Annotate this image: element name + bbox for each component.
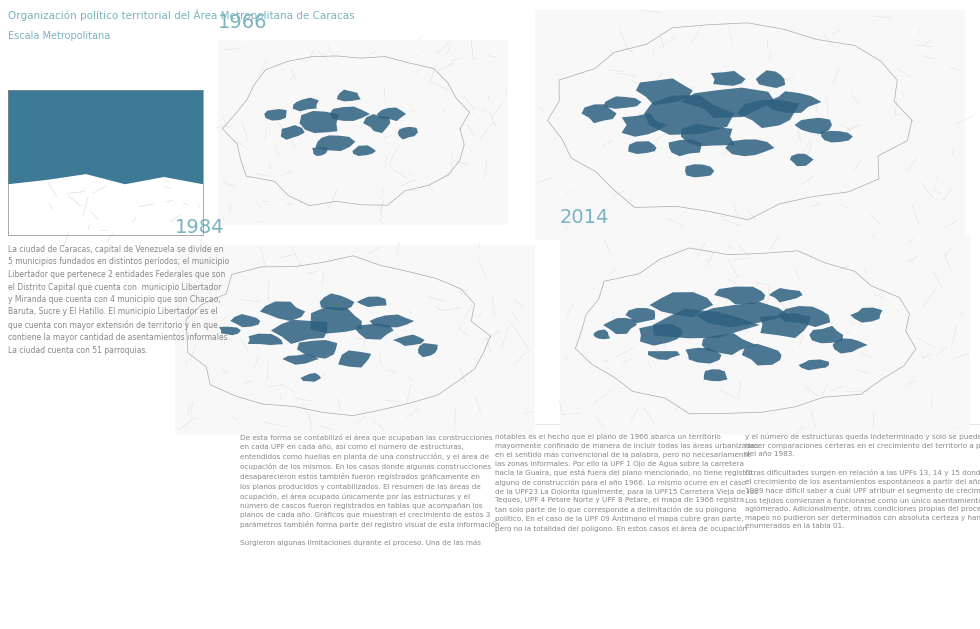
Polygon shape xyxy=(685,348,721,364)
Polygon shape xyxy=(248,333,283,345)
Polygon shape xyxy=(220,326,241,335)
Polygon shape xyxy=(369,314,415,327)
Polygon shape xyxy=(581,104,616,123)
Polygon shape xyxy=(312,147,327,156)
Polygon shape xyxy=(357,296,386,307)
Polygon shape xyxy=(725,140,774,156)
Polygon shape xyxy=(710,71,746,86)
Polygon shape xyxy=(265,109,286,121)
Polygon shape xyxy=(418,343,438,357)
Polygon shape xyxy=(648,351,680,360)
Polygon shape xyxy=(696,302,789,328)
Bar xyxy=(8,90,203,235)
Text: 1984: 1984 xyxy=(175,218,224,237)
Polygon shape xyxy=(644,95,734,135)
Text: y el número de estructuras queda indeterminado y solo se pueden
hacer comparacio: y el número de estructuras queda indeter… xyxy=(745,434,980,529)
Polygon shape xyxy=(737,100,800,128)
Polygon shape xyxy=(704,369,727,381)
Polygon shape xyxy=(8,174,203,235)
Polygon shape xyxy=(300,111,339,133)
Polygon shape xyxy=(377,108,406,121)
Text: Escala Metropolitana: Escala Metropolitana xyxy=(8,31,110,41)
Polygon shape xyxy=(625,308,656,323)
Polygon shape xyxy=(281,125,305,140)
Polygon shape xyxy=(790,153,813,166)
Polygon shape xyxy=(329,106,370,121)
Polygon shape xyxy=(685,164,714,177)
Polygon shape xyxy=(821,131,853,143)
Polygon shape xyxy=(799,360,829,370)
Polygon shape xyxy=(795,118,832,134)
Polygon shape xyxy=(621,113,667,136)
Polygon shape xyxy=(316,135,356,151)
Polygon shape xyxy=(603,318,637,334)
Polygon shape xyxy=(364,114,390,133)
Polygon shape xyxy=(605,96,642,109)
Polygon shape xyxy=(270,320,327,344)
Bar xyxy=(535,10,965,240)
Polygon shape xyxy=(769,288,803,303)
Polygon shape xyxy=(851,308,882,323)
Polygon shape xyxy=(311,307,362,333)
Polygon shape xyxy=(636,79,693,105)
Polygon shape xyxy=(760,313,810,338)
Polygon shape xyxy=(319,293,355,311)
Bar xyxy=(560,235,970,435)
Bar xyxy=(218,40,508,225)
Polygon shape xyxy=(639,324,682,346)
Text: 2014: 2014 xyxy=(560,208,610,227)
Polygon shape xyxy=(628,142,657,154)
Polygon shape xyxy=(681,87,775,118)
Polygon shape xyxy=(681,124,735,147)
Polygon shape xyxy=(260,301,305,321)
Polygon shape xyxy=(398,127,417,140)
Polygon shape xyxy=(778,306,830,327)
Polygon shape xyxy=(297,340,337,359)
Polygon shape xyxy=(764,91,821,113)
Text: 2000: 2000 xyxy=(535,0,584,2)
Polygon shape xyxy=(301,373,321,382)
Polygon shape xyxy=(293,97,318,111)
Polygon shape xyxy=(668,140,702,156)
Polygon shape xyxy=(832,338,867,353)
Text: 1966: 1966 xyxy=(218,13,268,32)
Polygon shape xyxy=(338,350,371,367)
Polygon shape xyxy=(742,343,781,365)
Polygon shape xyxy=(357,323,394,340)
Polygon shape xyxy=(809,326,843,343)
Polygon shape xyxy=(702,333,757,355)
Text: De esta forma se contabilizó el área que ocupaban las construcciones
en cada UPF: De esta forma se contabilizó el área que… xyxy=(240,434,500,546)
Polygon shape xyxy=(650,292,713,318)
Text: La ciudad de Caracas, capital de Venezuela se divide en
5 municipios fundados en: La ciudad de Caracas, capital de Venezue… xyxy=(8,245,230,355)
Polygon shape xyxy=(337,89,361,101)
Text: notables es el hecho que el plano de 1966 abarca un territorio
mayormente confin: notables es el hecho que el plano de 196… xyxy=(495,434,759,533)
Text: Organización político territorial del Área Metropolitana de Caracas: Organización político territorial del Ár… xyxy=(8,9,355,21)
Polygon shape xyxy=(593,330,610,339)
Bar xyxy=(8,90,203,235)
Polygon shape xyxy=(653,309,760,338)
Polygon shape xyxy=(282,354,318,365)
Polygon shape xyxy=(756,70,785,88)
Polygon shape xyxy=(353,145,376,156)
Polygon shape xyxy=(230,314,261,327)
Polygon shape xyxy=(393,335,424,346)
Polygon shape xyxy=(714,287,765,304)
Bar xyxy=(175,245,535,435)
